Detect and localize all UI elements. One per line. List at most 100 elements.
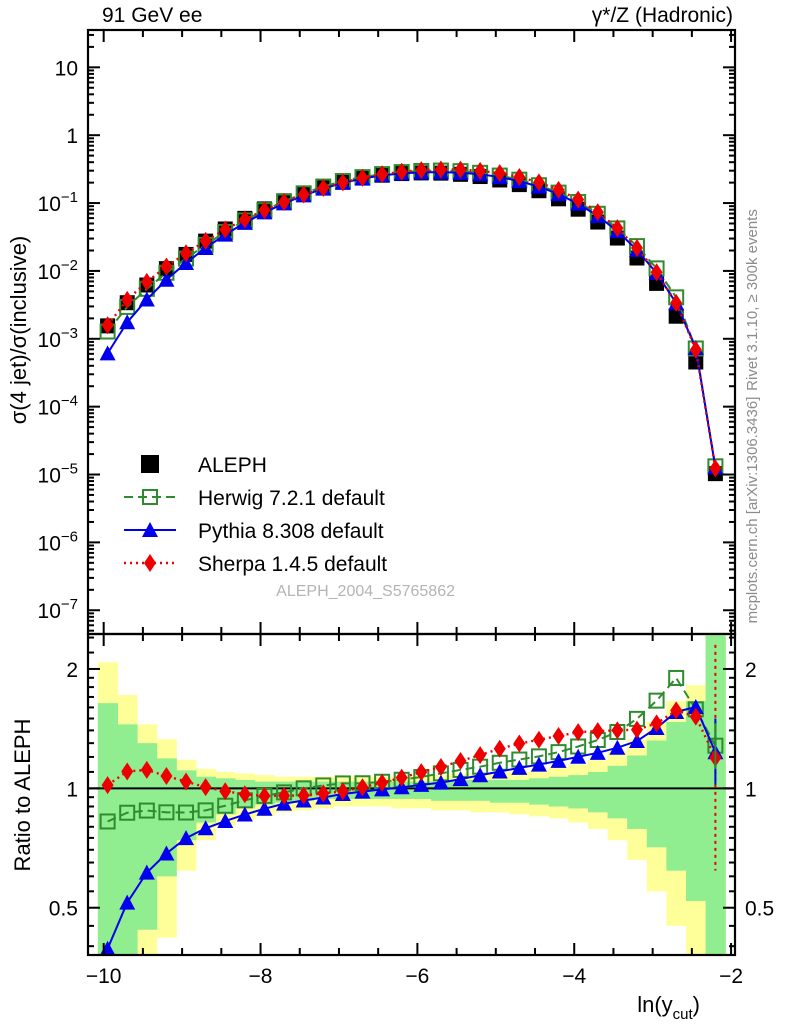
marker-diamond-filled: [101, 316, 114, 335]
marker-triangle-filled: [178, 830, 195, 846]
legend-item-sherpa[interactable]: Sherpa 1.4.5 default: [124, 553, 387, 576]
marker-triangle-filled: [217, 813, 234, 829]
marker-triangle-filled: [628, 733, 645, 749]
marker-diamond-filled: [591, 203, 604, 222]
band-bin: [685, 701, 707, 901]
marker-diamond-filled: [630, 720, 643, 739]
marker-triangle-filled: [609, 739, 626, 755]
main-y-tick-label: 10−4: [38, 393, 78, 420]
legend-label: Pythia 8.308 default: [198, 520, 384, 543]
marker-diamond-filled: [689, 340, 702, 359]
marker-diamond-filled: [513, 167, 526, 186]
ratio-y-tick-label: 0.5: [49, 898, 78, 921]
marker-diamond-filled: [689, 707, 702, 726]
marker-diamond-filled: [434, 757, 447, 776]
marker-square-open: [668, 669, 685, 686]
band-bin: [627, 755, 648, 829]
legend-label: Sherpa 1.4.5 default: [198, 553, 387, 576]
marker-triangle-filled: [393, 779, 410, 795]
marker-diamond-filled: [670, 701, 683, 720]
series-pythia: [99, 164, 724, 475]
ratio-series-sherpa: [101, 701, 722, 805]
marker-diamond-filled: [258, 201, 271, 220]
band-bin: [529, 778, 550, 805]
marker-diamond-filled: [376, 165, 389, 184]
marker-triangle-filled: [158, 845, 175, 861]
marker-triangle-filled: [99, 345, 116, 361]
marker-diamond-filled: [121, 290, 134, 309]
band-bin: [489, 779, 511, 803]
legend-item-aleph[interactable]: ALEPH: [141, 454, 267, 477]
marker-diamond-filled: [474, 746, 487, 765]
marker-diamond-filled: [356, 778, 369, 797]
marker-diamond-filled: [317, 784, 330, 803]
ratio-y-tick-label: 2: [66, 659, 78, 682]
main-y-tick-label: 10−2: [38, 257, 78, 284]
marker-triangle-filled: [142, 522, 158, 537]
marker-diamond-filled: [415, 763, 428, 782]
marker-diamond-filled: [572, 723, 585, 742]
marker-triangle-filled: [452, 771, 469, 787]
marker-diamond-filled: [513, 734, 526, 753]
marker-diamond-filled: [650, 714, 663, 733]
series-line: [106, 169, 717, 467]
x-ticks: −10 −8 −6 −4 −2: [86, 634, 743, 988]
marker-diamond-filled: [552, 727, 565, 746]
marker-diamond-filled: [532, 730, 545, 749]
marker-triangle-filled: [119, 314, 136, 330]
band-bin: [117, 724, 138, 955]
band-bin: [137, 743, 158, 930]
main-y-ticks: 10 1 10−1 10−2 10−3 10−4 10−5 10−6 10−7: [38, 33, 735, 632]
marker-square-open: [158, 804, 175, 821]
marker-square-open: [99, 813, 116, 830]
legend-label: ALEPH: [198, 454, 267, 477]
marker-diamond-filled: [101, 776, 114, 795]
marker-diamond-filled: [297, 786, 310, 805]
band-bin: [548, 776, 569, 807]
marker-triangle-filled: [138, 864, 155, 880]
marker-diamond-filled: [454, 752, 467, 771]
marker-diamond-filled: [219, 782, 232, 801]
ratio-panel-frame: [86, 632, 737, 957]
ratio-markers: [101, 701, 722, 805]
x-axis-label-tail: ): [693, 992, 700, 1017]
marker-diamond-filled: [454, 160, 467, 179]
marker-diamond-filled: [434, 160, 447, 179]
marker-square-open: [142, 489, 158, 505]
marker-diamond-filled: [238, 785, 251, 804]
ratio-panel: −10 −8 −6 −4 −2 0.5 0.5 1 1 2 2: [49, 632, 774, 988]
marker-diamond-filled: [144, 554, 156, 572]
marker-diamond-filled: [180, 772, 193, 791]
legend-item-pythia[interactable]: Pythia 8.308 default: [124, 520, 384, 543]
marker-diamond-filled: [140, 760, 153, 779]
marker-diamond-filled: [160, 767, 173, 786]
legend-item-herwig[interactable]: Herwig 7.2.1 default: [124, 487, 385, 510]
marker-triangle-filled: [236, 806, 253, 822]
series-aleph: [100, 165, 723, 482]
marker-triangle-filled: [491, 763, 508, 779]
marker-triangle-filled: [432, 774, 449, 790]
x-tick-label: −6: [405, 965, 429, 988]
legend: ALEPH Herwig 7.2.1 default Pythia 8.308 de…: [124, 454, 387, 576]
marker-diamond-filled: [278, 786, 291, 805]
x-ticks: [102, 30, 733, 634]
marker-diamond-filled: [199, 778, 212, 797]
marker-triangle-filled: [138, 291, 155, 307]
x-axis-label-sub: cut: [673, 1006, 694, 1023]
x-tick-label: −2: [719, 965, 743, 988]
marker-diamond-filled: [317, 178, 330, 197]
marker-square-open: [197, 802, 214, 819]
header-left-title: 91 GeV ee: [102, 4, 202, 27]
ratio-y-tick-label-right: 0.5: [745, 898, 774, 921]
marker-diamond-filled: [532, 173, 545, 192]
ratio-y-axis-label: Ratio to ALEPH: [10, 719, 35, 872]
marker-diamond-filled: [121, 762, 134, 781]
marker-diamond-filled: [650, 263, 663, 282]
header-right-title: γ*/Z (Hadronic): [592, 4, 733, 27]
marker-diamond-filled: [180, 244, 193, 263]
rivet-version-label: Rivet 3.1.10, ≥ 300k events: [744, 209, 761, 391]
marker-triangle-filled: [119, 894, 136, 910]
series-herwig: [99, 162, 724, 475]
